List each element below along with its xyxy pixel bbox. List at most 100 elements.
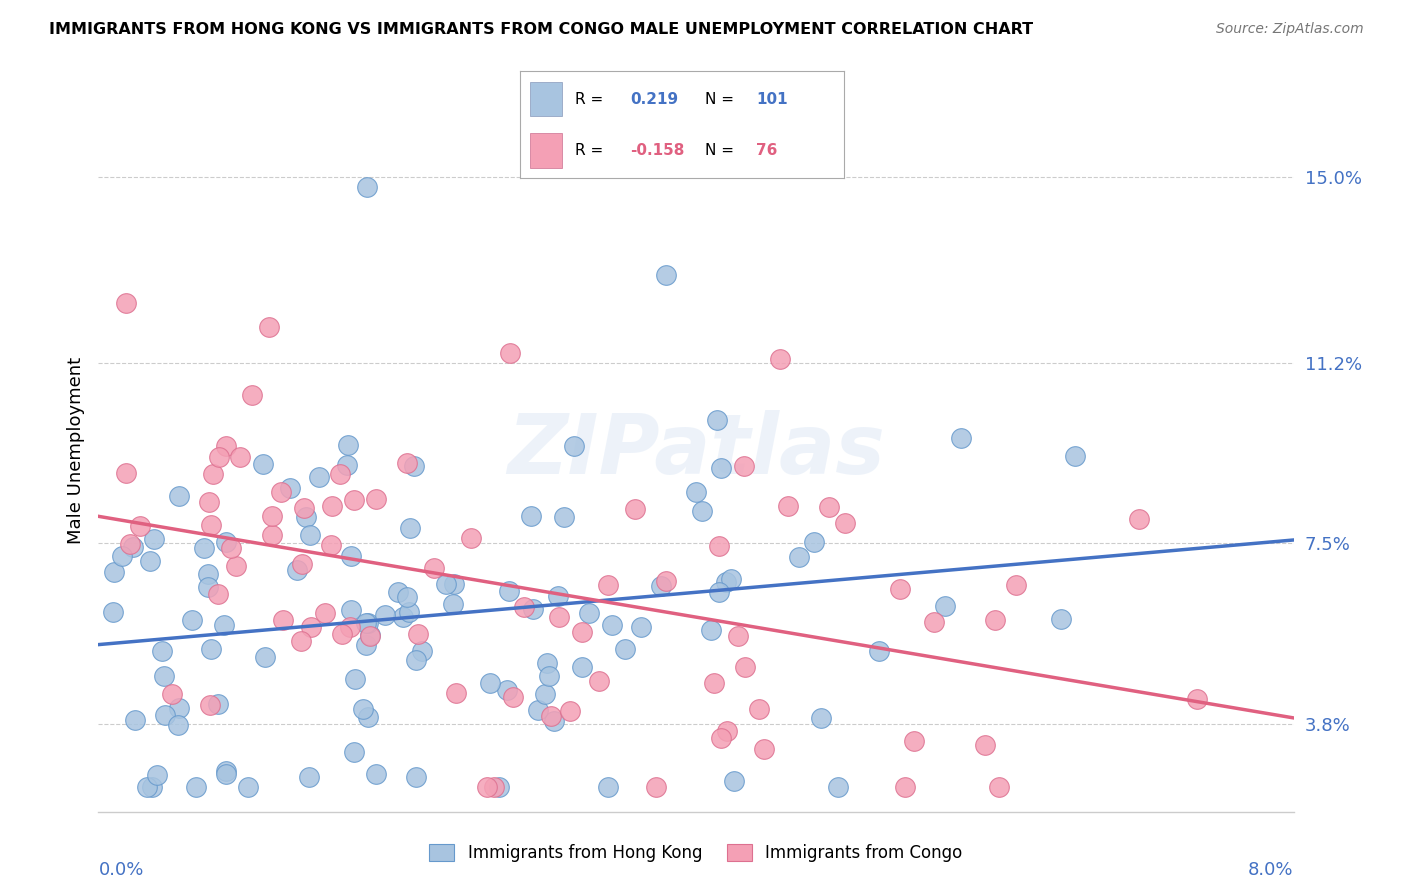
Text: -0.158: -0.158 bbox=[630, 143, 685, 158]
Point bbox=[699, 624, 721, 638]
Point bbox=[298, 770, 321, 784]
Point bbox=[150, 644, 173, 658]
Point bbox=[588, 674, 610, 689]
Point bbox=[710, 731, 733, 745]
Point bbox=[343, 672, 366, 686]
Point bbox=[564, 439, 586, 453]
Point bbox=[197, 580, 219, 594]
Point bbox=[201, 467, 224, 481]
Point bbox=[356, 179, 378, 194]
Point bbox=[540, 708, 562, 723]
Point bbox=[934, 599, 956, 613]
Point bbox=[478, 676, 501, 690]
Point bbox=[290, 634, 312, 648]
Point bbox=[295, 509, 318, 524]
Point bbox=[396, 590, 419, 604]
Point bbox=[340, 603, 363, 617]
Point bbox=[359, 629, 381, 643]
Point bbox=[716, 723, 738, 738]
Point bbox=[596, 578, 619, 592]
Point bbox=[769, 351, 792, 366]
Point bbox=[343, 745, 366, 759]
Point bbox=[571, 660, 593, 674]
Point bbox=[374, 607, 396, 622]
Point bbox=[522, 602, 544, 616]
Point bbox=[536, 656, 558, 670]
Point bbox=[111, 549, 134, 563]
Point bbox=[212, 617, 235, 632]
Point bbox=[973, 738, 995, 752]
Point bbox=[135, 780, 157, 795]
Point bbox=[124, 713, 146, 727]
Point bbox=[714, 574, 737, 589]
Point bbox=[922, 615, 945, 629]
Point bbox=[252, 457, 274, 471]
Point bbox=[128, 519, 150, 533]
Point bbox=[292, 500, 315, 515]
Point bbox=[103, 565, 125, 579]
Point bbox=[101, 605, 124, 619]
Point bbox=[600, 618, 623, 632]
Point bbox=[527, 703, 550, 717]
Point bbox=[354, 638, 377, 652]
Point bbox=[1050, 612, 1073, 626]
Point bbox=[257, 320, 280, 334]
Point bbox=[357, 615, 380, 630]
Point bbox=[308, 469, 330, 483]
Point bbox=[315, 606, 337, 620]
Bar bbox=[530, 82, 562, 116]
Point bbox=[352, 702, 374, 716]
Point bbox=[162, 687, 184, 701]
Point bbox=[578, 607, 600, 621]
Point bbox=[748, 702, 770, 716]
Point bbox=[200, 641, 222, 656]
Point bbox=[423, 560, 446, 574]
Point bbox=[543, 714, 565, 729]
Point bbox=[547, 589, 569, 603]
Point bbox=[240, 388, 263, 402]
Point bbox=[984, 613, 1007, 627]
Text: Source: ZipAtlas.com: Source: ZipAtlas.com bbox=[1216, 22, 1364, 37]
Point bbox=[180, 613, 202, 627]
Point bbox=[434, 577, 457, 591]
Point bbox=[655, 268, 678, 282]
Point bbox=[114, 467, 136, 481]
Point bbox=[155, 707, 177, 722]
Point bbox=[253, 649, 276, 664]
Point bbox=[727, 630, 749, 644]
Point bbox=[1128, 512, 1150, 526]
Point bbox=[624, 502, 647, 516]
Point bbox=[502, 690, 524, 704]
Point bbox=[405, 770, 427, 784]
Point bbox=[200, 518, 222, 533]
Point bbox=[225, 558, 247, 573]
Point bbox=[495, 683, 517, 698]
Point bbox=[703, 675, 725, 690]
Text: 76: 76 bbox=[756, 143, 778, 158]
Y-axis label: Male Unemployment: Male Unemployment bbox=[66, 357, 84, 544]
Point bbox=[215, 439, 238, 453]
Point bbox=[519, 508, 541, 523]
Point bbox=[446, 686, 468, 700]
Point bbox=[193, 541, 215, 555]
Point bbox=[894, 780, 917, 795]
Point bbox=[357, 710, 380, 724]
Point bbox=[475, 780, 498, 795]
Point bbox=[343, 493, 366, 508]
Point bbox=[339, 620, 361, 634]
Point bbox=[321, 499, 343, 513]
Point bbox=[534, 687, 557, 701]
Point bbox=[146, 768, 169, 782]
Point bbox=[498, 584, 520, 599]
Text: N =: N = bbox=[704, 143, 734, 158]
Point bbox=[710, 461, 733, 475]
Point bbox=[1187, 691, 1209, 706]
Point bbox=[215, 764, 238, 778]
Point bbox=[207, 698, 229, 712]
Text: R =: R = bbox=[575, 92, 603, 107]
Point bbox=[238, 780, 260, 795]
Point bbox=[208, 450, 231, 465]
Point bbox=[488, 780, 510, 795]
Point bbox=[215, 767, 238, 781]
Point bbox=[392, 610, 415, 624]
